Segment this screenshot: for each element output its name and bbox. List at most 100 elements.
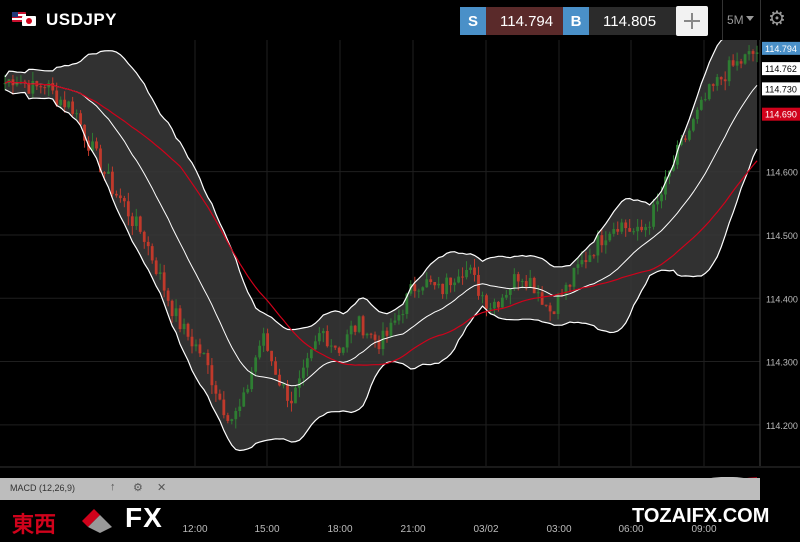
- candle-body: [329, 345, 333, 347]
- candlestick: [636, 218, 640, 241]
- candlestick: [612, 222, 616, 237]
- candlestick: [150, 243, 154, 264]
- price-axis: 114.200 114.300 114.400 114.500 114.600 114.7…: [762, 41, 800, 431]
- candle-body: [294, 387, 297, 404]
- candlestick: [699, 96, 703, 111]
- candle-body: [508, 288, 512, 295]
- candle-body: [473, 267, 476, 275]
- x-tick-label: 09:00: [691, 524, 716, 535]
- candle-body: [43, 87, 47, 89]
- timeframe-selector[interactable]: 5M: [727, 13, 744, 27]
- candle-body: [154, 260, 158, 274]
- candle-body: [254, 357, 258, 372]
- symbol-title[interactable]: USDJPY: [46, 10, 118, 29]
- us-flag-icon: [12, 12, 26, 22]
- bollinger-middle-line: [4, 80, 758, 387]
- candle-body: [648, 226, 651, 228]
- candlestick: [437, 276, 441, 289]
- sell-button[interactable]: S 114.794: [460, 7, 579, 35]
- candlestick: [632, 228, 636, 235]
- price-label: 114.690: [762, 107, 800, 121]
- candle-body: [469, 267, 472, 270]
- gear-icon[interactable]: ⚙: [768, 8, 786, 30]
- candle-body: [747, 51, 751, 55]
- candlestick: [397, 309, 401, 325]
- candle-body: [15, 82, 19, 86]
- candle-body: [353, 325, 357, 332]
- candle-body: [628, 228, 632, 232]
- candlestick: [111, 166, 114, 197]
- candle-body: [620, 222, 624, 232]
- candle-body: [588, 255, 592, 263]
- candle-body: [683, 138, 687, 140]
- candle-body: [258, 345, 262, 358]
- candlestick: [298, 370, 301, 398]
- candle-body: [612, 229, 616, 234]
- candle-body: [309, 349, 313, 359]
- candle-body: [262, 333, 266, 346]
- candle-body: [481, 295, 484, 297]
- candle-body: [723, 79, 727, 82]
- moving-average-line: [4, 80, 758, 366]
- candlestick: [608, 231, 612, 243]
- candle-body: [584, 260, 588, 263]
- candlestick: [691, 117, 695, 133]
- candle-body: [51, 83, 55, 91]
- gear-icon[interactable]: ⚙: [133, 482, 143, 494]
- close-icon[interactable]: ✕: [157, 482, 167, 494]
- candle-body: [429, 279, 433, 283]
- macd-label[interactable]: MACD (12,26,9): [10, 483, 76, 493]
- candlestick: [15, 76, 19, 87]
- candlestick: [683, 135, 687, 143]
- candlestick: [27, 79, 31, 94]
- candle-body: [640, 226, 644, 231]
- x-tick-label: 15:00: [254, 524, 279, 535]
- candle-body: [290, 400, 293, 404]
- candlestick: [600, 229, 604, 253]
- candlestick: [369, 332, 373, 339]
- candle-body: [389, 322, 393, 336]
- candle-body: [174, 308, 178, 317]
- candlestick: [186, 322, 190, 341]
- candlestick: [246, 384, 250, 394]
- candlestick: [453, 278, 457, 292]
- candlestick: [640, 219, 644, 233]
- candle-body: [691, 119, 695, 131]
- candlestick: [329, 339, 333, 353]
- candlestick: [560, 288, 564, 297]
- candle-body: [552, 311, 556, 315]
- candle-body: [735, 61, 739, 66]
- candlestick: [413, 276, 417, 298]
- arrow-up-icon[interactable]: ↑: [110, 481, 116, 493]
- candle-body: [421, 287, 425, 291]
- candlestick: [512, 268, 516, 291]
- candle-body: [568, 284, 572, 287]
- candle-body: [703, 99, 707, 101]
- candlestick: [751, 49, 755, 62]
- candle-body: [321, 331, 325, 334]
- candlestick: [516, 271, 520, 291]
- candlestick: [365, 332, 369, 339]
- candle-body: [71, 101, 75, 114]
- candle-body: [83, 124, 86, 141]
- candlestick: [592, 253, 596, 259]
- candlestick: [222, 391, 226, 419]
- candlestick: [703, 92, 707, 102]
- candlestick: [333, 345, 337, 350]
- candlestick: [51, 77, 55, 95]
- candlestick: [75, 109, 79, 119]
- candlestick: [707, 83, 711, 101]
- candle-body: [616, 229, 620, 232]
- crosshair-icon[interactable]: [676, 6, 708, 36]
- candle-body: [138, 216, 142, 232]
- candle-body: [178, 308, 182, 330]
- buy-button[interactable]: B 114.805: [563, 7, 678, 35]
- y-tick-label: 114.300: [766, 358, 798, 368]
- candle-body: [325, 331, 329, 347]
- candle-body: [715, 77, 719, 86]
- candle-body: [166, 290, 170, 301]
- candle-body: [731, 60, 735, 66]
- candle-body: [644, 227, 647, 231]
- chevron-down-icon[interactable]: [746, 16, 754, 21]
